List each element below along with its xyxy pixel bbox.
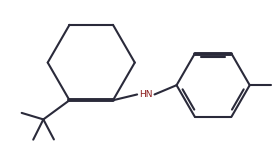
Text: HN: HN	[139, 90, 153, 99]
